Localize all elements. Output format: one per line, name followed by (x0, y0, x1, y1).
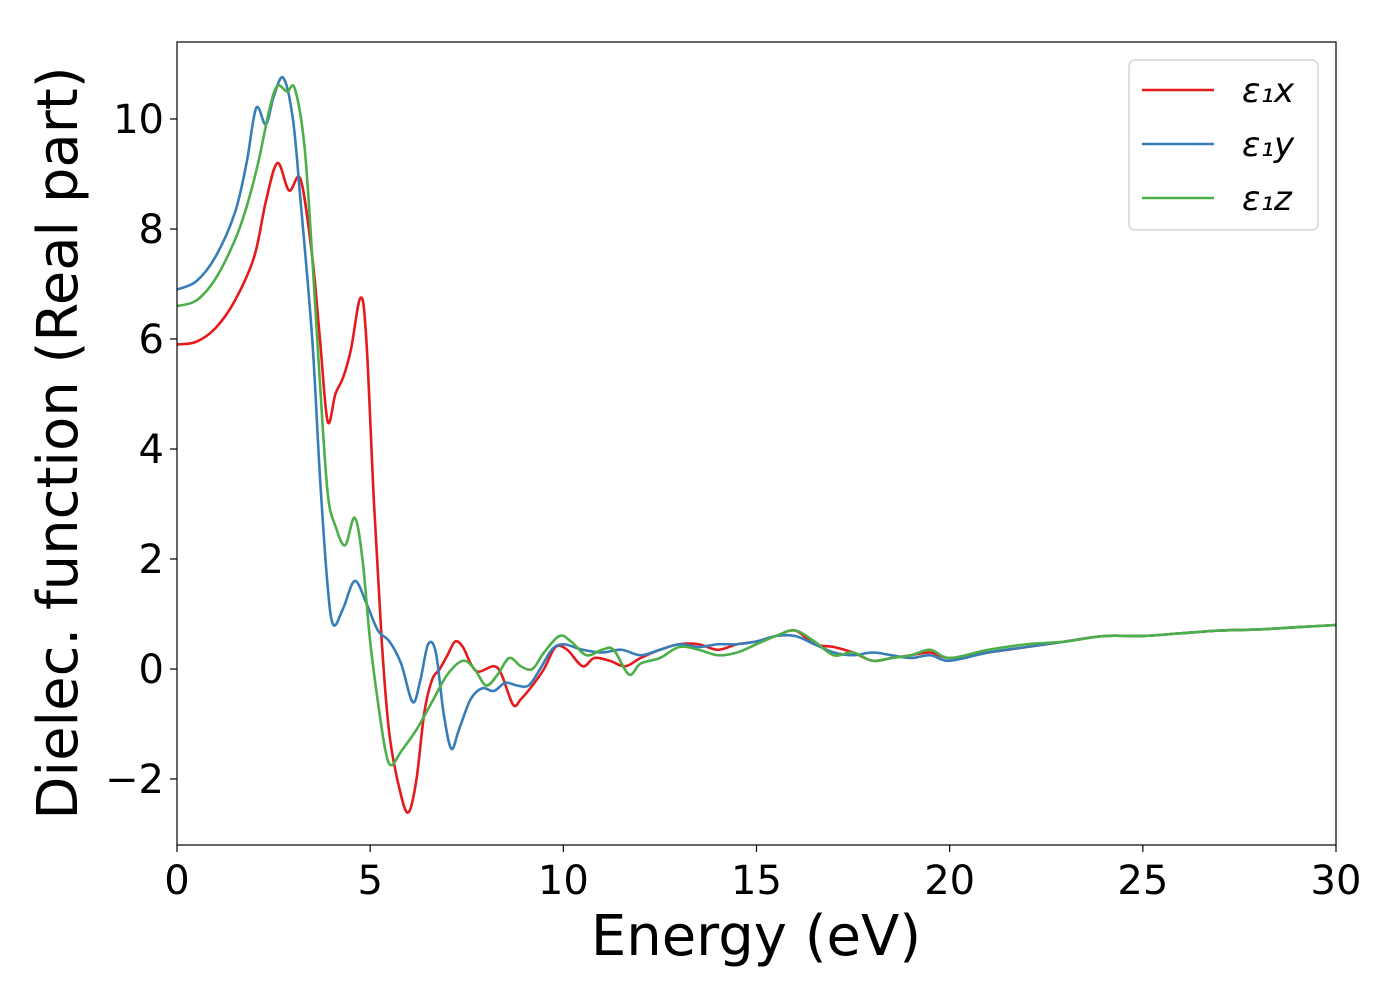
legend-label-1: ε₁x (1242, 71, 1295, 111)
x-tick-label: 15 (731, 858, 782, 904)
y-axis: −2 0 2 4 6 8 10 (105, 97, 177, 803)
x-axis-label: Energy (eV) (591, 904, 921, 969)
legend: ε₁x ε₁y ε₁z (1128, 59, 1319, 231)
legend-label-2: ε₁y (1242, 125, 1295, 165)
series-line-3 (177, 84, 1336, 767)
y-tick-label: 10 (113, 97, 164, 143)
series-layer (177, 75, 1336, 814)
x-tick-label: 20 (924, 858, 975, 904)
y-tick-label: 6 (139, 317, 164, 363)
y-tick-label: 8 (139, 207, 164, 253)
x-axis: 0 5 10 15 20 25 30 (164, 845, 1361, 904)
legend-label-3: ε₁z (1242, 179, 1293, 219)
x-tick-label: 0 (164, 858, 189, 904)
x-tick-label: 30 (1311, 858, 1362, 904)
y-tick-label: 4 (139, 427, 164, 473)
x-tick-label: 10 (538, 858, 589, 904)
y-tick-label: −2 (105, 757, 164, 803)
legend-box (1128, 59, 1319, 231)
x-tick-label: 25 (1117, 858, 1168, 904)
y-tick-label: 0 (139, 647, 164, 693)
y-tick-label: 2 (139, 537, 164, 583)
series-line-2 (177, 75, 1336, 751)
x-tick-label: 5 (357, 858, 382, 904)
y-axis-label: Dielec. function (Real part) (26, 66, 91, 819)
